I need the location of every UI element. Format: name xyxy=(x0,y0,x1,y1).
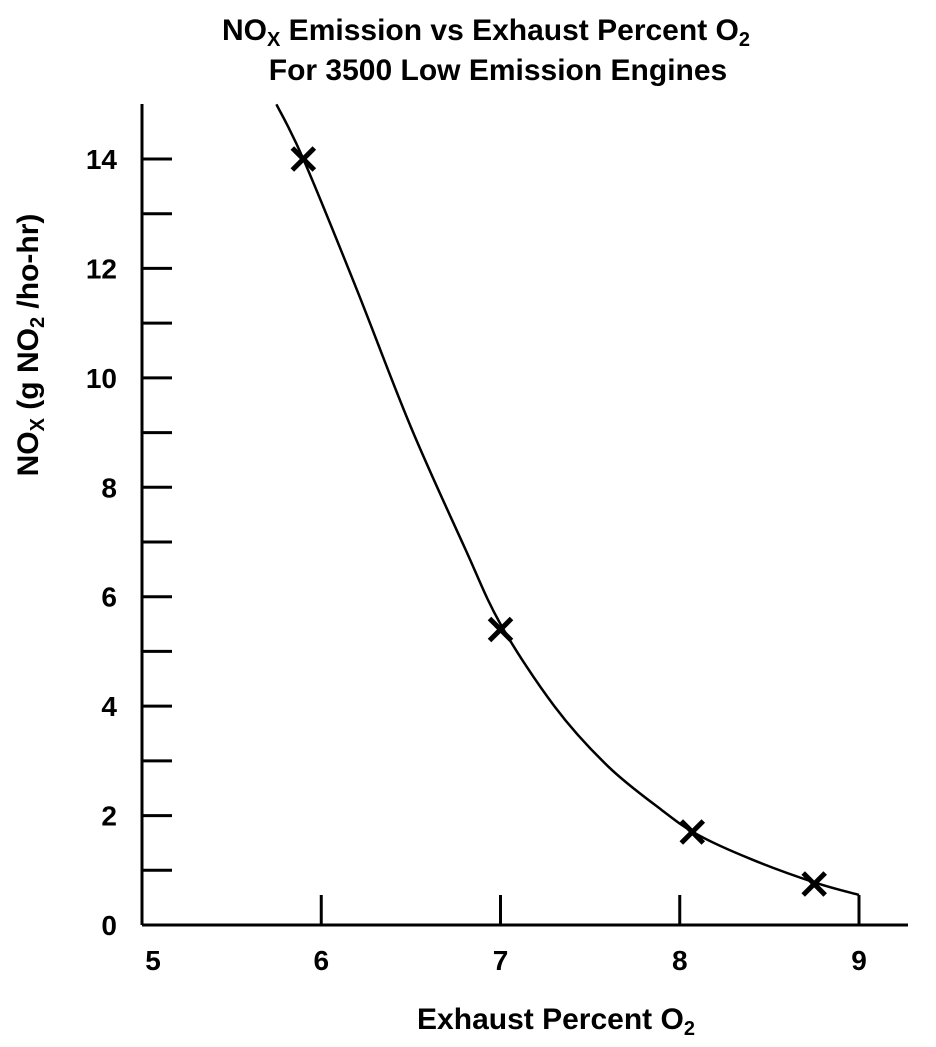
data-markers xyxy=(290,146,827,897)
x-tick-label: 7 xyxy=(493,945,509,976)
x-ticks: 5 6 7 8 9 xyxy=(145,895,867,976)
y-tick-label: 6 xyxy=(101,582,117,613)
data-point-x-marker xyxy=(679,819,706,845)
y-tick-label: 14 xyxy=(86,144,118,175)
y-tick-label: 12 xyxy=(86,253,117,284)
y-axis-label: NOX (g NO2 /ho-hr) xyxy=(12,214,49,477)
x-tick-label: 9 xyxy=(851,945,867,976)
x-tick-label: 6 xyxy=(313,945,329,976)
chart-title-line-2: For 3500 Low Emission Engines xyxy=(269,54,727,87)
y-ticks: 0 2 4 6 8 10 12 14 xyxy=(86,144,172,941)
chart-title-line-1: NOX Emission vs Exhaust Percent O2 xyxy=(222,14,750,51)
data-point-x-marker xyxy=(487,616,514,643)
x-tick-label: 8 xyxy=(672,945,688,976)
y-tick-label: 10 xyxy=(86,363,117,394)
y-tick-label: 0 xyxy=(101,910,117,941)
x-axis-label: Exhaust Percent O2 xyxy=(417,1003,695,1040)
y-tick-label: 8 xyxy=(101,472,117,503)
y-tick-label: 4 xyxy=(101,691,117,722)
y-tick-label: 2 xyxy=(101,801,117,832)
data-point-x-marker xyxy=(801,871,827,897)
fit-curve xyxy=(275,103,860,897)
data-point-x-marker xyxy=(290,146,317,172)
x-tick-label: 5 xyxy=(145,945,161,976)
